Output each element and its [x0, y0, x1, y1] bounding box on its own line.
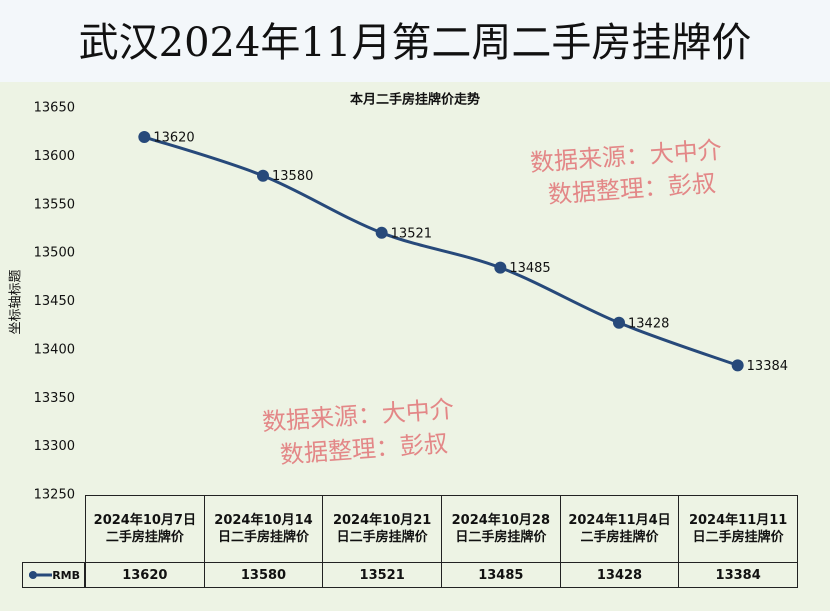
- legend-label: RMB: [52, 568, 80, 582]
- legend-swatch: [29, 571, 53, 579]
- chart-area: 本月二手房挂牌价走势 坐标轴标题 数据来源：大中介 数据整理：彭叔 数据来源：大…: [0, 82, 830, 611]
- data-label: 13485: [509, 261, 550, 276]
- y-tick-label: 13450: [34, 294, 75, 309]
- y-tick-label: 13650: [34, 101, 75, 116]
- marker: [138, 131, 151, 144]
- y-tick-label: 13250: [34, 488, 75, 503]
- table-header: 2024年11月11日二手房挂牌价: [678, 495, 798, 563]
- data-label: 13384: [747, 359, 788, 374]
- table-header: 2024年10月14日二手房挂牌价: [203, 495, 324, 563]
- data-label: 13620: [153, 131, 194, 146]
- table-value: 13620: [85, 562, 205, 588]
- table-header: 2024年10月7日二手房挂牌价: [85, 495, 205, 563]
- table-value: 13485: [441, 562, 561, 588]
- page-title: 武汉2024年11月第二周二手房挂牌价: [78, 20, 752, 66]
- y-tick-label: 13500: [34, 246, 75, 261]
- data-label: 13521: [391, 226, 432, 241]
- marker: [257, 169, 269, 182]
- chart: 本月二手房挂牌价走势 坐标轴标题 数据来源：大中介 数据整理：彭叔 数据来源：大…: [9, 92, 789, 503]
- marker: [731, 359, 744, 372]
- watermark: 数据整理：彭叔: [547, 169, 717, 209]
- watermark: 数据整理：彭叔: [279, 429, 449, 469]
- data-label: 13428: [628, 316, 669, 331]
- y-tick-label: 13350: [34, 391, 75, 406]
- table-value: 13384: [678, 562, 798, 588]
- table-header: 2024年10月21日二手房挂牌价: [322, 495, 442, 563]
- y-axis-label: 坐标轴标题: [9, 269, 24, 334]
- y-tick-label: 13400: [34, 342, 75, 357]
- line: [143, 135, 739, 367]
- y-tick-label: 13600: [34, 149, 75, 164]
- table-value: 13580: [203, 562, 324, 588]
- data-label: 13580: [272, 169, 313, 184]
- y-tick-label: 13550: [34, 197, 75, 212]
- marker: [613, 316, 625, 329]
- y-tick-label: 13300: [34, 439, 75, 454]
- table-header: 2024年11月4日二手房挂牌价: [559, 495, 680, 563]
- table-value: 13428: [559, 562, 680, 588]
- marker: [494, 261, 507, 274]
- marker: [375, 226, 388, 239]
- chart-title: 本月二手房挂牌价走势: [350, 92, 480, 108]
- legend-cell: RMB: [22, 562, 85, 588]
- table-header: 2024年10月28日二手房挂牌价: [441, 495, 561, 563]
- table-value: 13521: [322, 562, 442, 588]
